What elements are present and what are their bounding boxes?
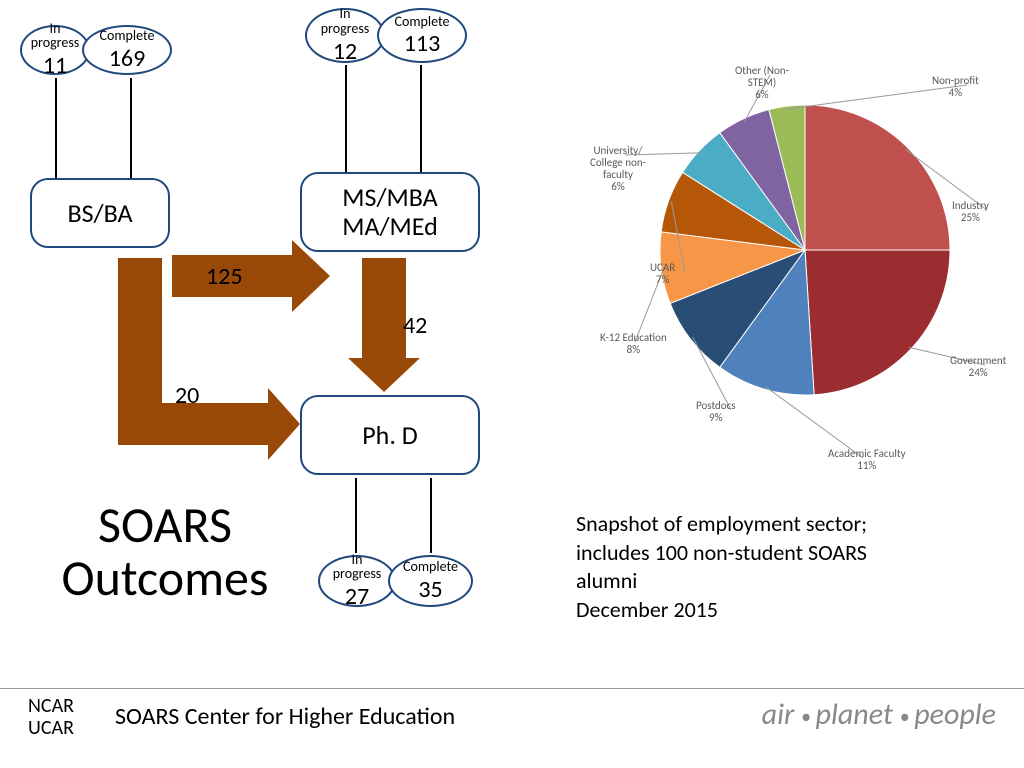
tag-air: air (762, 696, 795, 733)
footer-org2: UCAR (28, 717, 74, 739)
pie-slice-label: Non-profit4% (932, 75, 979, 99)
pie-slice-label: Academic Faculty11% (828, 448, 906, 472)
value-phd-inprogress: 27 (345, 584, 369, 609)
footer-tagline: air • planet • people (762, 696, 996, 733)
tag-people: people (914, 696, 996, 733)
oval-phd-inprogress: Inprogress 27 (318, 555, 396, 607)
pie-slice-label: K-12 Education8% (600, 332, 667, 356)
pie-slice-label: Postdocs9% (696, 400, 736, 424)
pie-chart (0, 0, 1024, 500)
footer-org1: NCAR (28, 695, 74, 717)
value-phd-complete: 35 (418, 577, 442, 602)
main-title: SOARS Outcomes (35, 500, 295, 605)
pie-slice-label: University/College non-faculty6% (590, 145, 646, 193)
label-complete: Complete (403, 560, 458, 575)
pie-slice-label: Other (Non-STEM)6% (735, 65, 789, 101)
oval-phd-complete: Complete 35 (388, 555, 473, 607)
dot-icon: • (801, 705, 815, 729)
pie-slice-label: UCAR7% (650, 262, 675, 286)
label-inprogress: Inprogress (333, 553, 382, 582)
pair-phd: Inprogress 27 Complete 35 (318, 555, 473, 607)
pie-slice-label: Industry25% (952, 200, 989, 224)
tag-planet: planet (816, 696, 893, 733)
dot-icon: • (900, 705, 914, 729)
footer-orgs: NCAR UCAR (28, 695, 74, 739)
pie-slice-label: Government24% (950, 355, 1006, 379)
caption-text: Snapshot of employment sector;includes 1… (576, 510, 1006, 624)
footer-center: SOARS Center for Higher Education (115, 702, 455, 731)
